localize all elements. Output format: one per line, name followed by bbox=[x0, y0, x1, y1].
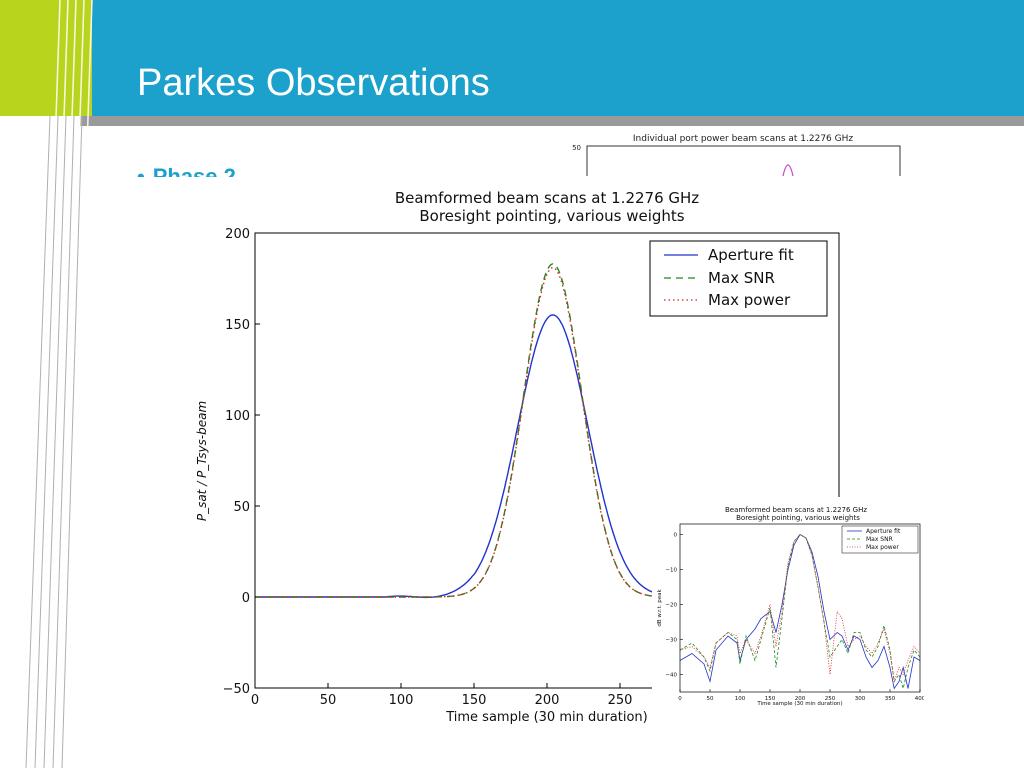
inset-subtitle: Boresight pointing, various weights bbox=[736, 514, 860, 522]
inset-ytick-label: 0 bbox=[674, 533, 678, 539]
port-power-chart: Individual port power beam scans at 1.22… bbox=[537, 126, 940, 176]
inset-ytick-label: −40 bbox=[665, 673, 677, 679]
main-chart-subtitle: Boresight pointing, various weights bbox=[419, 207, 684, 225]
inset-db-chart: Beamformed beam scans at 1.2276 GHz Bore… bbox=[652, 497, 926, 722]
inset-ytick-label: −10 bbox=[665, 568, 677, 574]
inset-legend-label-maxpower: Max power bbox=[866, 544, 899, 551]
inset-xtick-label: 50 bbox=[707, 696, 714, 702]
accent-block bbox=[0, 0, 92, 116]
inset-ytick-label: −20 bbox=[665, 603, 677, 609]
port-chart-curve bbox=[782, 164, 794, 176]
port-chart-title: Individual port power beam scans at 1.22… bbox=[633, 134, 853, 144]
main-ytick-label: 150 bbox=[225, 318, 250, 333]
main-legend: Aperture fit Max SNR Max power bbox=[649, 240, 828, 317]
inset-ylabel: dB w.r.t. peak bbox=[657, 589, 663, 627]
main-xtick-label: 150 bbox=[462, 693, 487, 708]
inset-legend-label-aperture: Aperture fit bbox=[866, 528, 901, 535]
main-ytick-label: −50 bbox=[223, 682, 250, 697]
inset-series-max-snr bbox=[679, 533, 921, 691]
inset-xtick-label: 350 bbox=[885, 696, 896, 702]
slide-title: Parkes Observations bbox=[137, 62, 490, 104]
main-ytick-label: 100 bbox=[225, 409, 250, 424]
port-chart-frame bbox=[586, 145, 901, 176]
main-plot-frame bbox=[254, 232, 840, 689]
bullet-item: • Phase 2 bbox=[137, 164, 236, 177]
inset-xtick-label: 400 bbox=[915, 696, 924, 702]
main-xlabel: Time sample (30 min duration) bbox=[445, 710, 648, 725]
inset-xtick-label: 300 bbox=[855, 696, 866, 702]
bullet-dot-icon: • bbox=[137, 164, 145, 177]
inset-title: Beamformed beam scans at 1.2276 GHz bbox=[725, 506, 867, 514]
inset-xlabel: Time sample (30 min duration) bbox=[756, 701, 842, 707]
inset-series-max-power bbox=[679, 533, 921, 682]
inset-series-aperture-fit bbox=[679, 533, 921, 690]
main-ytick-label: 0 bbox=[242, 591, 250, 606]
main-xtick-label: 0 bbox=[251, 693, 259, 708]
main-ylabel: P_sat / P_Tsys-beam bbox=[195, 401, 209, 521]
title-banner bbox=[0, 0, 1024, 116]
inset-ytick-label: −30 bbox=[665, 638, 677, 644]
inset-xtick-label: 250 bbox=[825, 696, 836, 702]
bullet-text: Phase 2 bbox=[152, 164, 236, 177]
main-xtick-label: 250 bbox=[608, 693, 633, 708]
legend-label-aperture: Aperture fit bbox=[708, 246, 794, 264]
inset-plot-frame bbox=[679, 523, 921, 693]
inset-xtick-label: 150 bbox=[765, 696, 776, 702]
legend-label-maxsnr: Max SNR bbox=[708, 269, 775, 287]
inset-xtick-label: 0 bbox=[678, 696, 682, 702]
inset-legend-label-maxsnr: Max SNR bbox=[866, 536, 893, 543]
main-xtick-label: 100 bbox=[389, 693, 414, 708]
legend-label-maxpower: Max power bbox=[708, 291, 791, 309]
main-xtick-label: 50 bbox=[320, 693, 337, 708]
main-ytick-label: 50 bbox=[233, 500, 250, 515]
inset-legend-box bbox=[841, 525, 919, 554]
main-xtick-label: 200 bbox=[535, 693, 560, 708]
decorative-lines bbox=[25, 0, 93, 768]
divider-bar bbox=[80, 116, 1024, 126]
inset-legend: Aperture fit Max SNR Max power bbox=[841, 525, 919, 554]
main-ytick-label: 200 bbox=[225, 227, 250, 242]
inset-xtick-label: 100 bbox=[735, 696, 746, 702]
port-chart-ytick: 50 bbox=[572, 144, 581, 152]
inset-xtick-label: 200 bbox=[795, 696, 806, 702]
main-chart-title: Beamformed beam scans at 1.2276 GHz bbox=[395, 189, 699, 207]
